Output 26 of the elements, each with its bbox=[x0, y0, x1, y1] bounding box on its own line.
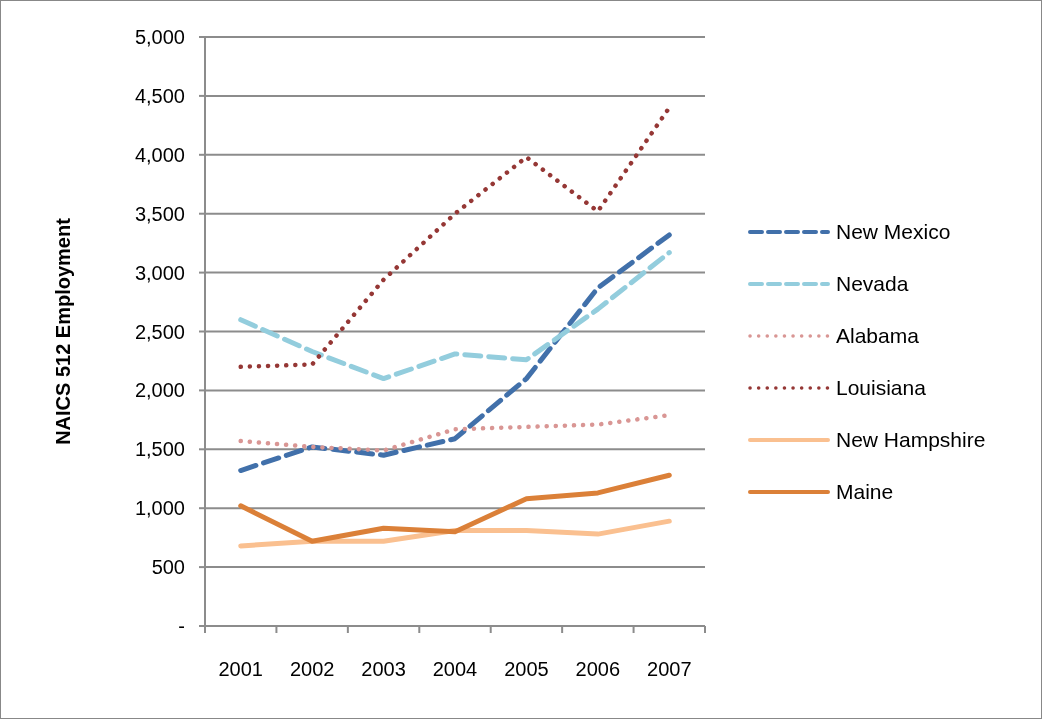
line-series bbox=[238, 105, 672, 370]
legend-label: Nevada bbox=[836, 272, 909, 296]
y-tick-label: 4,500 bbox=[134, 84, 185, 107]
y-axis-title: NAICS 512 Employment bbox=[52, 217, 74, 445]
x-tick-label: 2001 bbox=[218, 658, 263, 680]
y-tick-label: 1,000 bbox=[134, 497, 185, 520]
y-tick-label: 2,000 bbox=[134, 379, 185, 402]
y-tick-label: 5,000 bbox=[134, 26, 185, 48]
x-tick-label: 2005 bbox=[504, 658, 549, 680]
legend-label: New Mexico bbox=[836, 220, 951, 244]
y-tick-label: 500 bbox=[151, 556, 185, 579]
x-tick-label: 2004 bbox=[432, 658, 478, 680]
x-tick-label: 2003 bbox=[361, 658, 406, 680]
legend-label: Alabama bbox=[836, 324, 920, 348]
y-tick-label: 3,000 bbox=[134, 261, 185, 284]
y-tick-label: 4,000 bbox=[134, 143, 185, 166]
y-tick-label: 3,500 bbox=[134, 202, 185, 225]
y-tick-label: 2,500 bbox=[134, 320, 185, 343]
y-tick-label: - bbox=[178, 615, 185, 637]
y-tick-label: 1,500 bbox=[134, 438, 185, 461]
legend-label: New Hampshire bbox=[836, 428, 986, 452]
x-tick-label: 2002 bbox=[289, 658, 335, 680]
legend-label: Louisiana bbox=[836, 376, 927, 400]
legend-label: Maine bbox=[836, 480, 894, 504]
x-tick-label: 2007 bbox=[647, 658, 692, 680]
x-tick-label: 2006 bbox=[575, 658, 621, 680]
